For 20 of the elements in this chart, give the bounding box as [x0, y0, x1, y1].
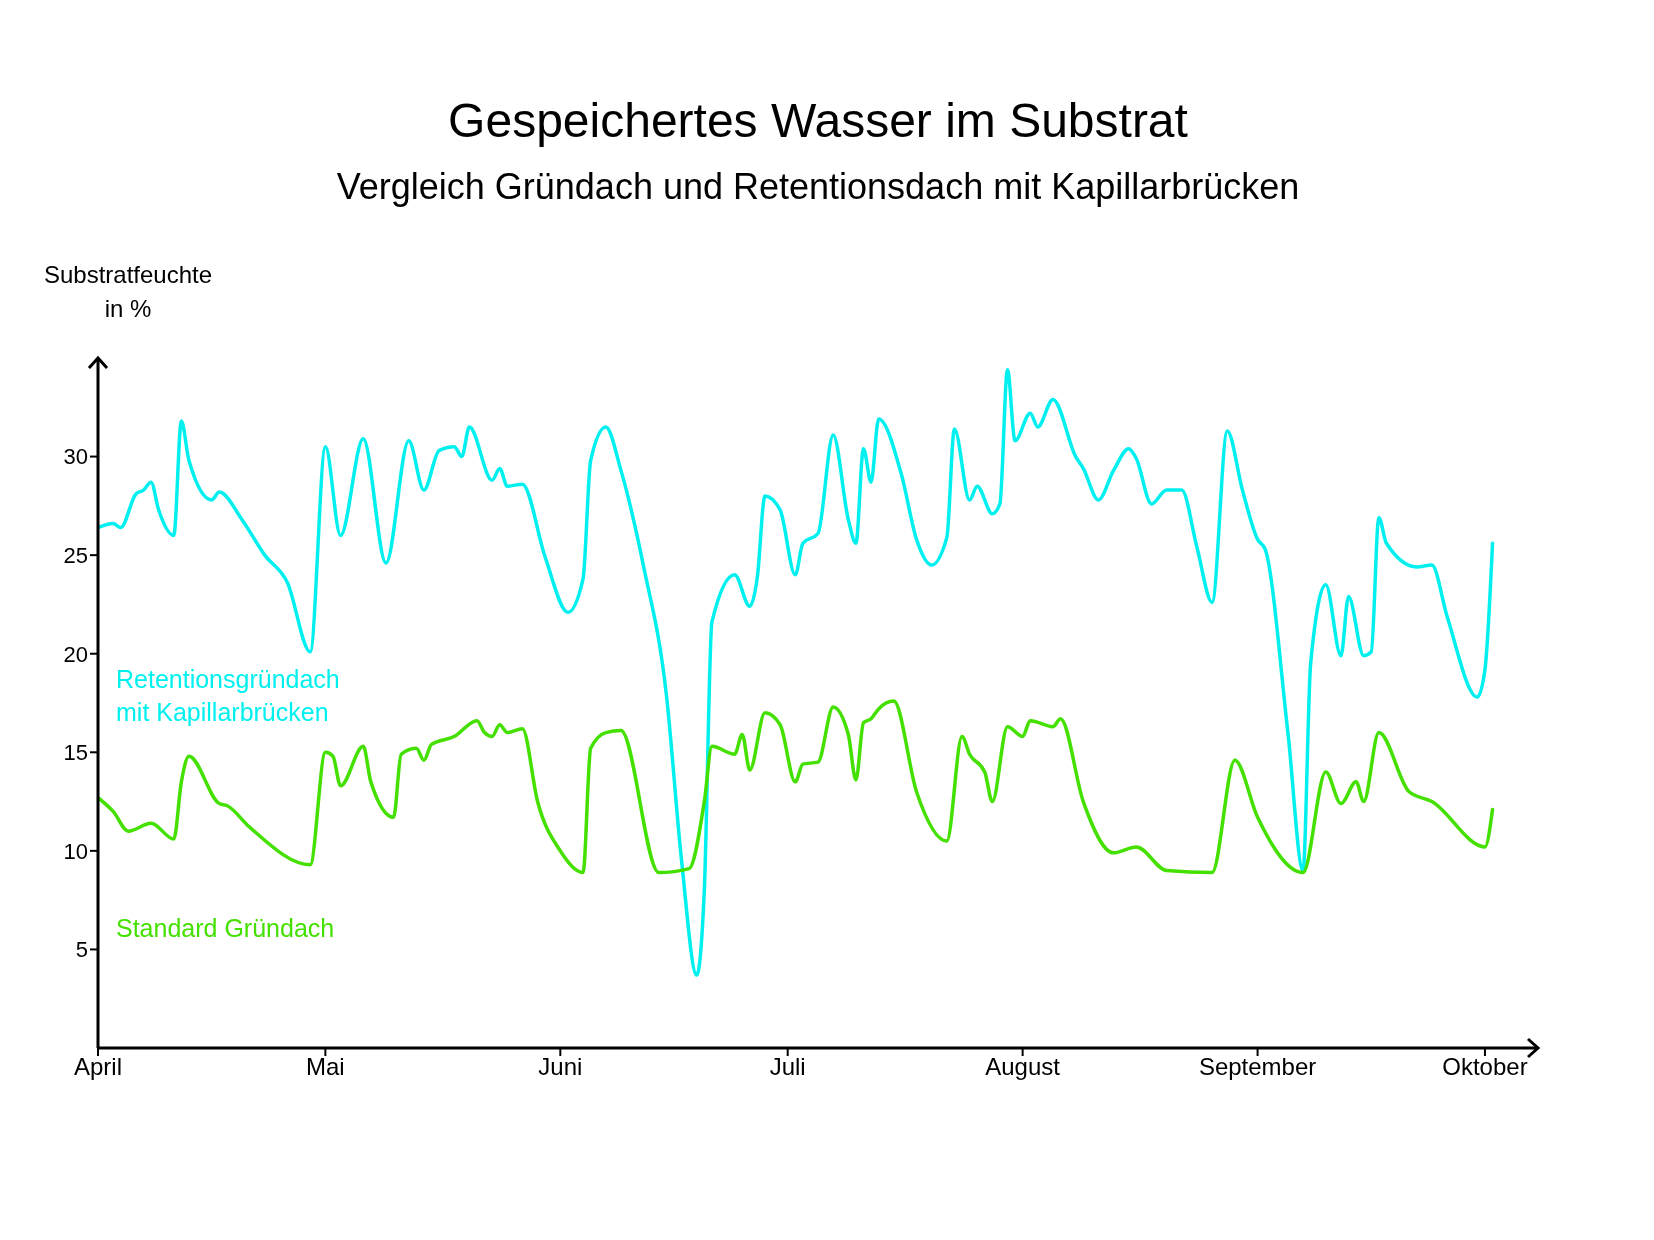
- chart-subtitle: Vergleich Gründach und Retentionsdach mit Kapillarbrücken: [335, 166, 1301, 208]
- series-label: Retentionsgründach mit Kapillarbrücken: [116, 664, 341, 729]
- x-tick-label: Oktober: [1442, 1053, 1528, 1081]
- x-tick-label: Mai: [306, 1053, 345, 1081]
- x-tick-label: August: [985, 1053, 1061, 1081]
- x-tick-label: Juli: [769, 1053, 806, 1081]
- y-axis-title: Substratfeuchte in %: [42, 260, 214, 324]
- line-series: [98, 368, 1495, 977]
- line-series: [98, 699, 1495, 875]
- x-tick-label: September: [1198, 1053, 1317, 1081]
- chart-title: Gespeichertes Wasser im Substrat: [447, 93, 1189, 148]
- y-tick-label: 25: [63, 542, 88, 568]
- x-tick-label: Juni: [538, 1053, 583, 1081]
- x-tick-label: April: [73, 1053, 123, 1081]
- y-tick-label: 15: [63, 740, 88, 766]
- y-tick-label: 20: [63, 641, 88, 667]
- y-tick-label: 30: [63, 444, 88, 470]
- text: Standard Gründach: [116, 912, 336, 944]
- y-tick-label: 5: [75, 937, 88, 963]
- y-tick-label: 10: [63, 838, 88, 864]
